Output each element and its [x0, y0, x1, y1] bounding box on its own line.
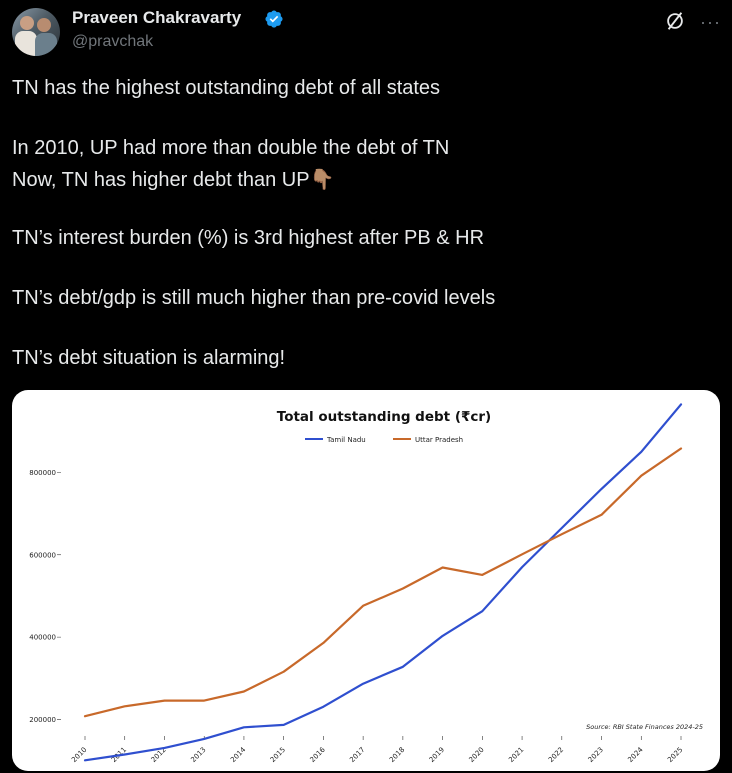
- tweet-text-line: Now, TN has higher debt than UP👇🏽: [12, 169, 335, 191]
- chart-legend: Tamil Nadu Uttar Pradesh: [305, 436, 463, 444]
- x-tick-label: 2022: [547, 746, 565, 764]
- avatar-person-body: [15, 31, 37, 56]
- author-name[interactable]: Praveen Chakravarty: [72, 8, 242, 27]
- series-line: [83, 447, 683, 718]
- x-tick-label: 2020: [467, 746, 485, 764]
- legend-label: Tamil Nadu: [326, 436, 366, 444]
- avatar-person-head: [37, 18, 51, 32]
- x-tick-label: 2025: [666, 746, 684, 764]
- x-tick-label: 2023: [587, 746, 605, 764]
- legend-label: Uttar Pradesh: [415, 436, 463, 444]
- avatar[interactable]: [12, 8, 60, 56]
- grok-icon[interactable]: [664, 10, 686, 32]
- chart-title: Total outstanding debt (₹cr): [277, 409, 491, 425]
- tweet-text-line: TN’s interest burden (%) is 3rd highest …: [12, 227, 485, 249]
- x-tick-label: 2024: [626, 745, 645, 764]
- avatar-person-head: [20, 16, 34, 30]
- x-tick-label: 2015: [269, 746, 287, 764]
- x-tick-label: 2014: [229, 745, 248, 764]
- more-options-icon[interactable]: ···: [700, 12, 721, 32]
- tweet-text-line: TN’s debt/gdp is still much higher than …: [12, 287, 496, 309]
- tweet-text-line: TN’s debt situation is alarming!: [12, 347, 286, 369]
- line-chart: Total outstanding debt (₹cr) Tamil Nadu U…: [29, 403, 703, 764]
- y-tick-label: 800000: [29, 469, 56, 477]
- tweet-text-line: In 2010, UP had more than double the deb…: [12, 137, 450, 159]
- chart-source: Source: RBI State Finances 2024-25: [586, 723, 703, 731]
- y-tick-label: 400000: [29, 634, 56, 642]
- tweet-text-line: TN has the highest outstanding debt of a…: [12, 77, 441, 99]
- y-tick-label: 200000: [29, 716, 56, 724]
- verified-badge-icon: [265, 10, 283, 28]
- x-tick-label: 2021: [507, 746, 525, 764]
- x-tick-label: 2013: [189, 746, 207, 764]
- avatar-person-body: [35, 33, 57, 56]
- series-line: [83, 403, 683, 762]
- chart-series: [83, 403, 683, 762]
- author-handle[interactable]: @pravchak: [72, 33, 154, 50]
- y-tick-label: 600000: [29, 551, 56, 559]
- chart-image[interactable]: Total outstanding debt (₹cr) Tamil Nadu U…: [12, 390, 720, 771]
- x-tick-label: 2019: [428, 746, 446, 764]
- x-tick-label: 2017: [348, 746, 366, 764]
- x-tick-label: 2018: [388, 746, 406, 764]
- x-tick-label: 2016: [309, 745, 328, 764]
